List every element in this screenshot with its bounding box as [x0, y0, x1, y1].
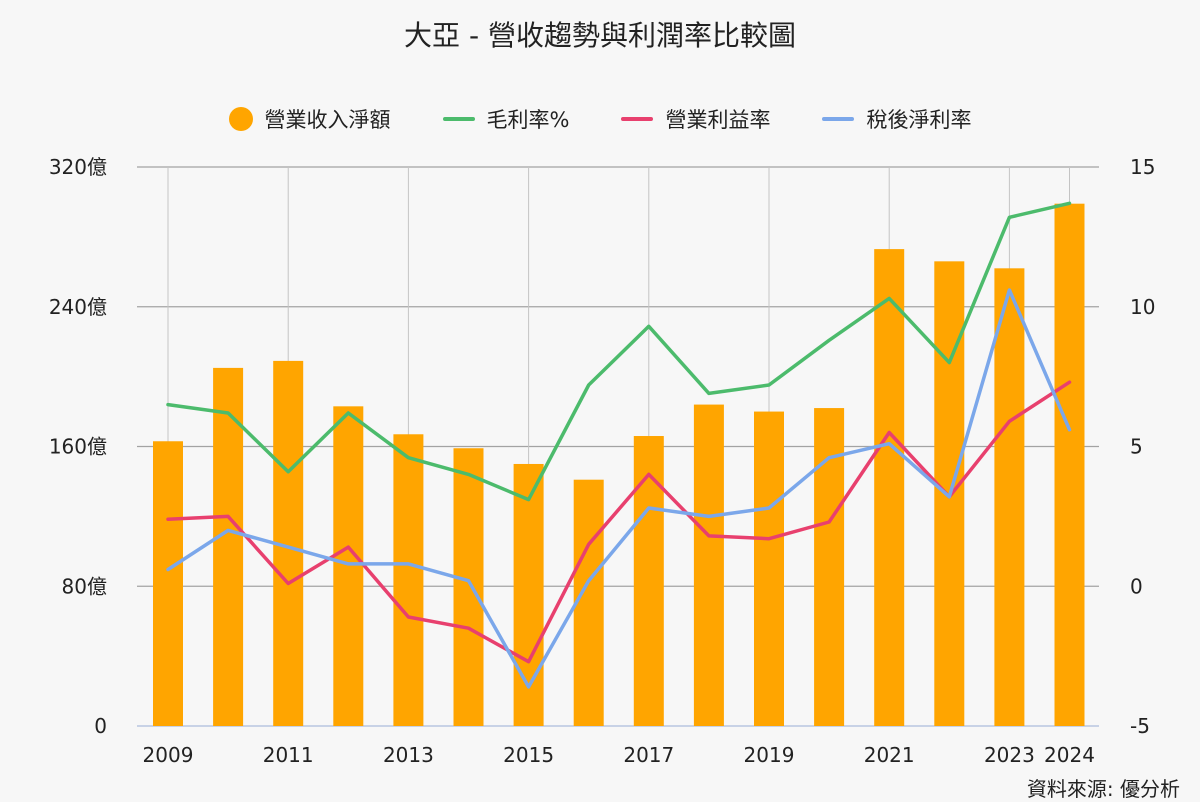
y-left-tick-label: 160億	[49, 435, 107, 459]
x-tick-label: 2023	[984, 743, 1035, 767]
bar-revenue[interactable]	[874, 249, 905, 726]
y-left-tick-label: 0	[94, 714, 107, 738]
x-tick-label: 2024	[1044, 743, 1095, 767]
y-right-tick-label: 0	[1130, 574, 1143, 598]
legend-swatch-gross-margin	[442, 117, 475, 121]
bar-revenue[interactable]	[633, 436, 664, 726]
y-right-tick-label: 5	[1130, 435, 1143, 459]
bar-revenue[interactable]	[573, 479, 604, 726]
bar-revenue[interactable]	[814, 408, 845, 726]
y-right-tick-label: 15	[1130, 155, 1155, 179]
legend-swatch-operating-margin	[621, 117, 654, 121]
legend-item-gross-margin[interactable]: 毛利率%	[442, 104, 570, 134]
bar-revenue[interactable]	[513, 463, 544, 726]
x-tick-label: 2021	[864, 743, 915, 767]
line-operating-margin[interactable]	[166, 380, 1072, 664]
legend-label-net-margin: 稅後淨利率	[866, 108, 972, 132]
y-left-tick-label: 240億	[49, 295, 107, 319]
y-left-tick-label: 80億	[62, 574, 107, 598]
bar-revenue[interactable]	[213, 367, 244, 726]
x-tick-label: 2015	[503, 743, 554, 767]
x-tick-label: 2011	[263, 743, 314, 767]
bar-revenue[interactable]	[994, 268, 1025, 726]
legend-label-revenue: 營業收入淨額	[264, 108, 391, 132]
bar-revenue[interactable]	[693, 404, 724, 726]
x-tick-label: 2009	[143, 743, 194, 767]
chart-title: 大亞 - 營收趨勢與利潤率比較圖	[404, 19, 796, 52]
bar-revenue[interactable]	[333, 406, 364, 726]
bar-revenue[interactable]	[1054, 203, 1085, 726]
legend-swatch-net-margin	[822, 117, 855, 121]
legend-label-operating-margin: 營業利益率	[665, 108, 771, 132]
y-right-tick-label: 10	[1130, 295, 1155, 319]
bar-revenue[interactable]	[453, 448, 484, 726]
source-note: 資料來源: 優分析	[1026, 777, 1180, 801]
bar-revenue[interactable]	[754, 411, 784, 726]
y-left-tick-label: 320億	[49, 155, 107, 179]
x-tick-label: 2017	[623, 743, 674, 767]
legend-item-net-margin[interactable]: 稅後淨利率	[822, 104, 971, 134]
x-tick-label: 2013	[383, 743, 434, 767]
line-gross-margin[interactable]	[166, 201, 1072, 502]
legend: 營業收入淨額 毛利率% 營業利益率 稅後淨利率	[0, 104, 1200, 134]
line-net-margin[interactable]	[166, 288, 1072, 689]
legend-item-operating-margin[interactable]: 營業利益率	[621, 104, 770, 134]
legend-label-gross-margin: 毛利率%	[486, 108, 570, 132]
y-right-tick-label: -5	[1130, 714, 1150, 738]
legend-swatch-revenue	[228, 107, 253, 131]
legend-item-revenue[interactable]: 營業收入淨額	[228, 104, 391, 134]
bar-revenue[interactable]	[393, 434, 424, 726]
x-tick-label: 2019	[744, 743, 795, 767]
bar-revenue[interactable]	[153, 441, 183, 726]
